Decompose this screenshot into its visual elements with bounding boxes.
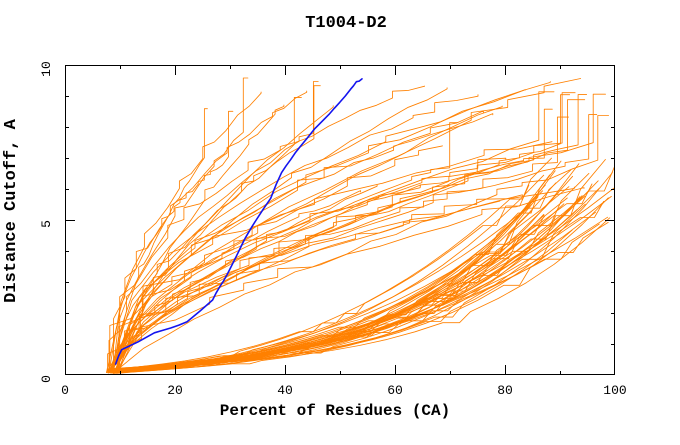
svg-text:0: 0 [61, 383, 69, 398]
svg-text:20: 20 [167, 383, 183, 398]
svg-text:0: 0 [39, 375, 54, 383]
svg-text:40: 40 [277, 383, 293, 398]
svg-text:100: 100 [603, 383, 626, 398]
svg-text:T1004-D2: T1004-D2 [305, 14, 387, 33]
svg-text:60: 60 [387, 383, 403, 398]
svg-text:10: 10 [39, 61, 54, 77]
svg-text:5: 5 [39, 220, 54, 228]
svg-text:Percent of Residues (CA): Percent of Residues (CA) [220, 402, 450, 420]
svg-text:Distance Cutoff, A: Distance Cutoff, A [2, 118, 21, 302]
svg-text:80: 80 [497, 383, 513, 398]
